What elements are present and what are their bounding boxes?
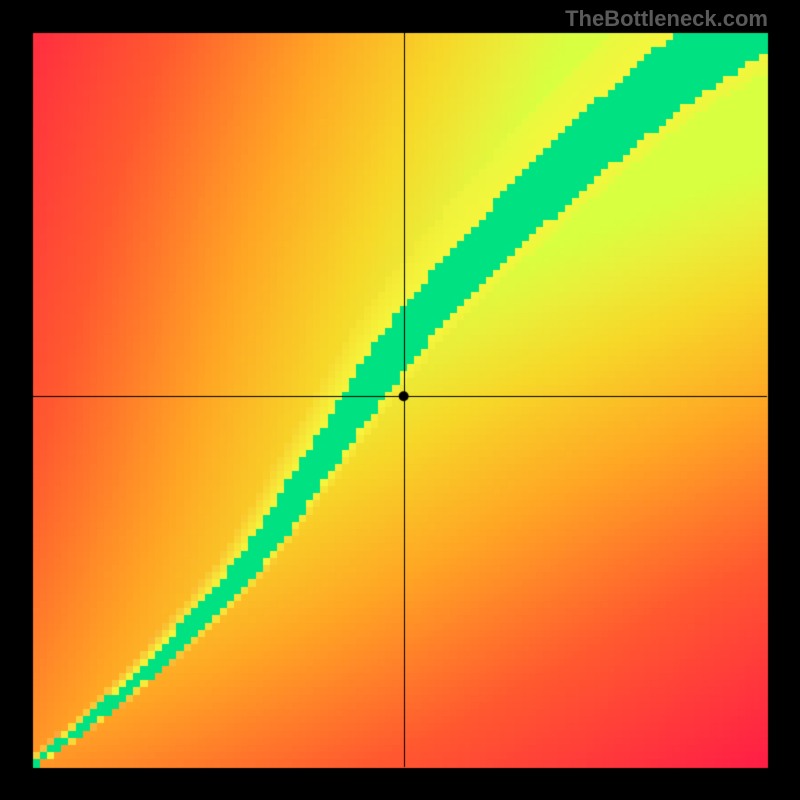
watermark-text: TheBottleneck.com <box>565 6 768 32</box>
chart-container: TheBottleneck.com <box>0 0 800 800</box>
bottleneck-heatmap <box>0 0 800 800</box>
